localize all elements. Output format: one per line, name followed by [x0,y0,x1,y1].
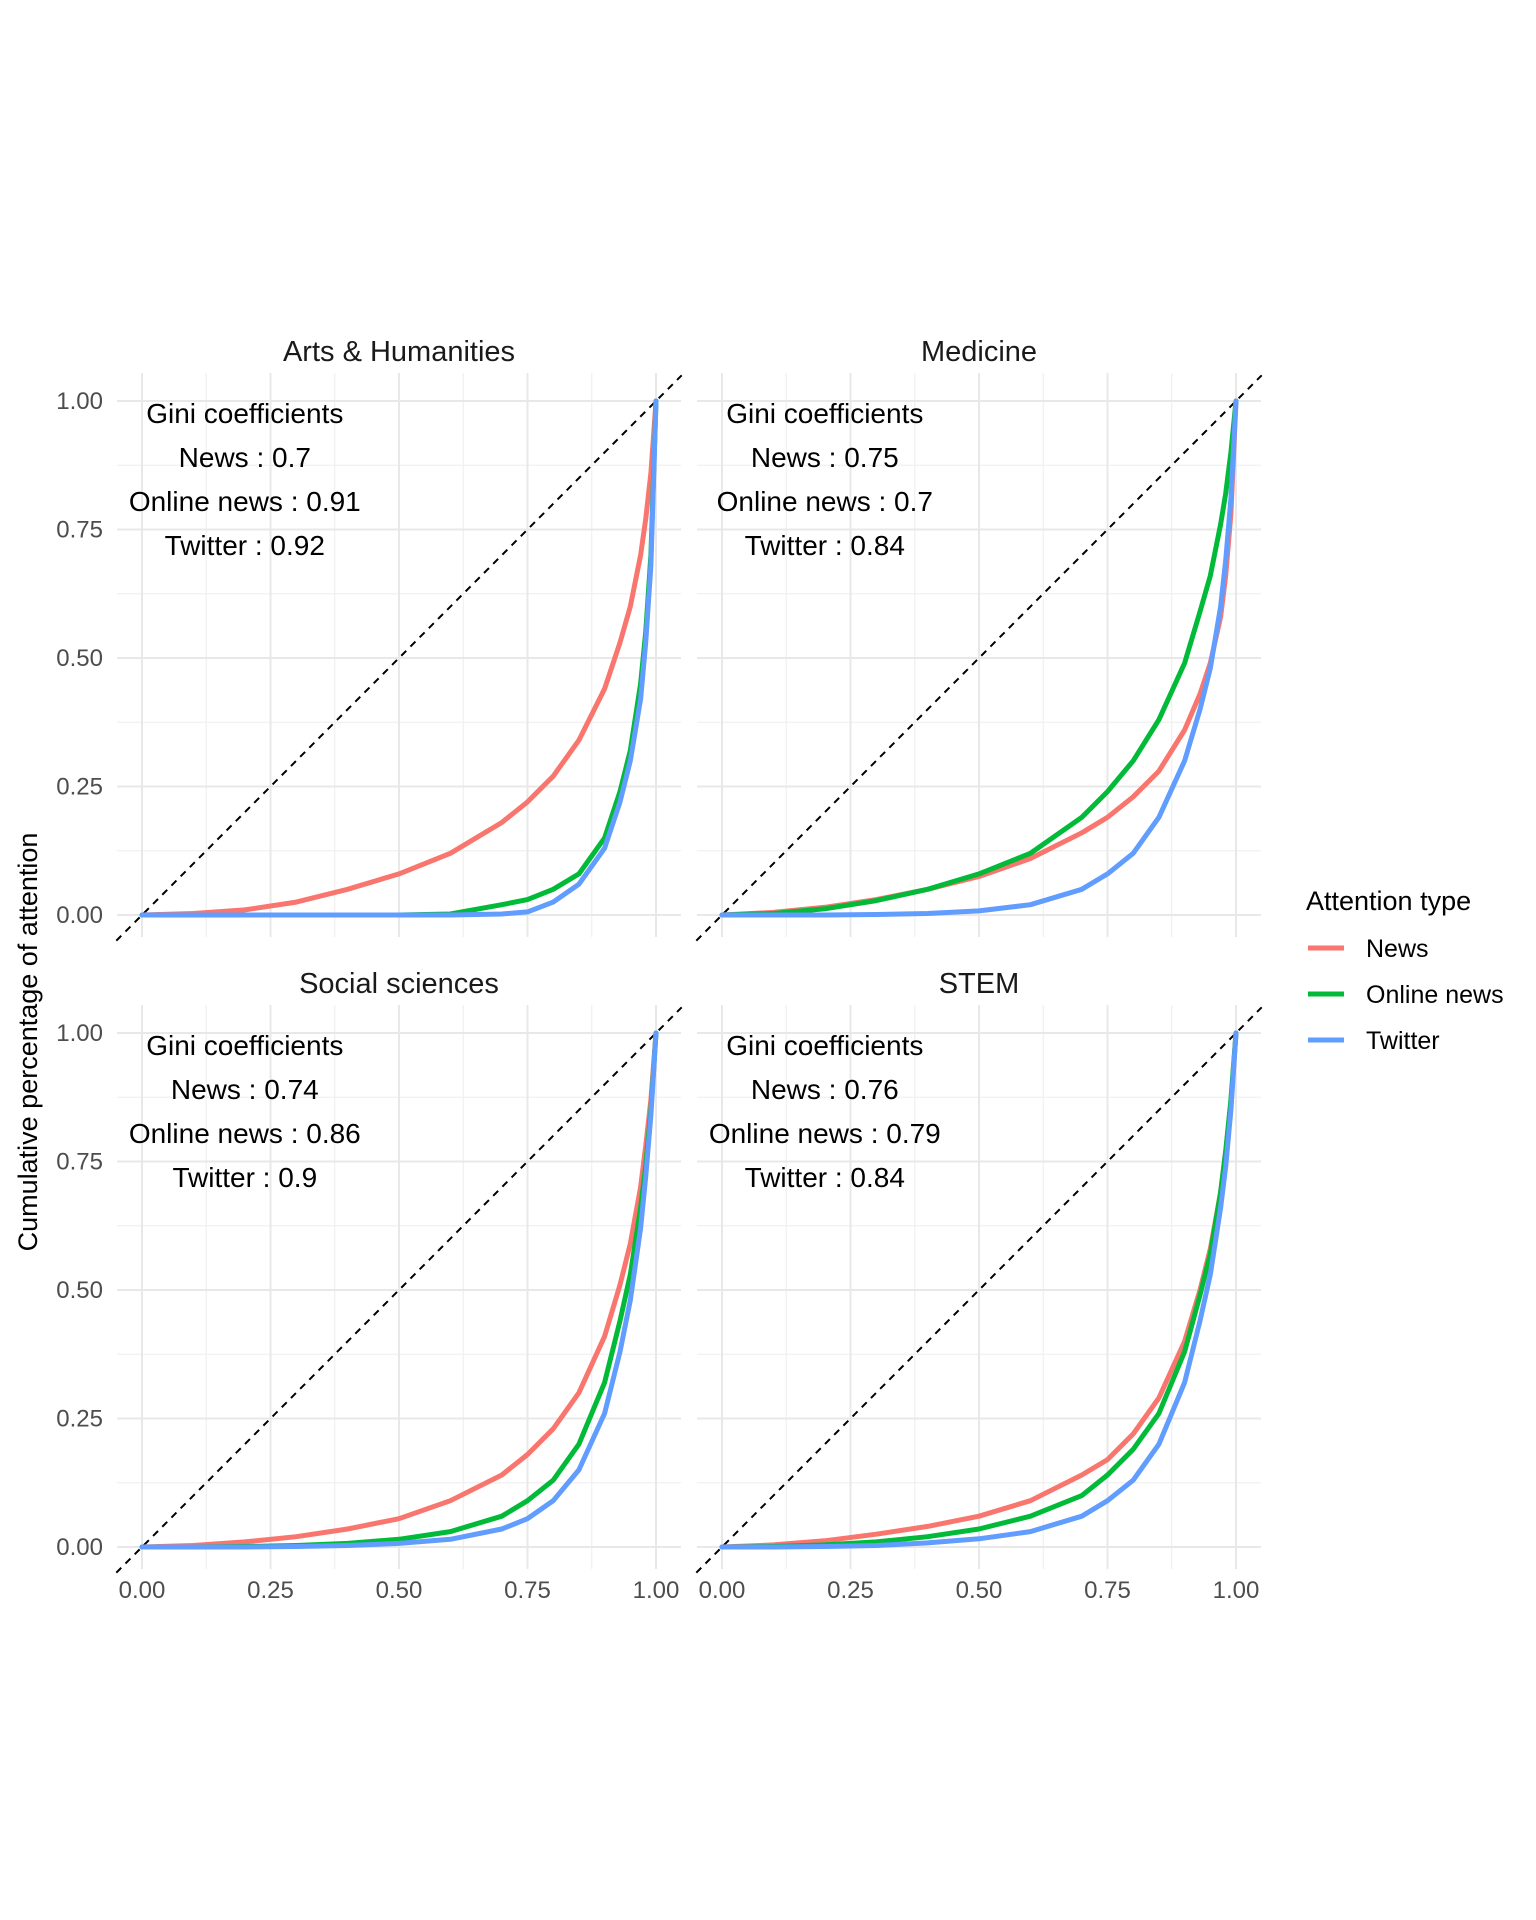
equality-line [115,1006,683,1574]
gini-value: Online news : 0.7 [717,486,933,517]
x-tick-label: 1.00 [1213,1577,1260,1604]
x-tick-label: 1.00 [633,1577,680,1604]
y-tick-label: 0.00 [56,1534,103,1561]
panel-title: Social sciences [299,968,499,1000]
gini-heading: Gini coefficients [726,1030,923,1061]
x-tick-label: 0.25 [827,1577,874,1604]
x-tick-label: 0.25 [247,1577,294,1604]
gini-value: Online news : 0.86 [129,1118,361,1149]
equality-line [695,1006,1263,1574]
panel-stem: STEM Gini coefficients News : 0.76 Online n… [695,968,1263,1604]
panel-arts-humanities: Arts & Humanities Gini coefficients News :… [56,336,683,942]
y-tick-label: 0.00 [56,902,103,929]
gini-heading: Gini coefficients [146,1030,343,1061]
equality-line [115,374,683,942]
legend-label: Online news [1366,981,1504,1009]
y-tick-label: 1.00 [56,388,103,415]
x-tick-label: 0.75 [504,1577,551,1604]
series-line-twitter [139,1030,659,1550]
legend: Attention type News Online news Twitter [1306,886,1504,1055]
x-tick-label: 0.50 [376,1577,423,1604]
gini-heading: Gini coefficients [726,398,923,429]
legend-item-news: News [1308,935,1429,963]
legend-item-twitter: Twitter [1308,1027,1440,1055]
gini-value: Twitter : 0.92 [165,530,325,561]
equality-line [695,374,1263,942]
panel-title: STEM [939,968,1020,1000]
gini-value: Online news : 0.79 [709,1118,941,1149]
gini-value: Online news : 0.91 [129,486,361,517]
gini-value: Twitter : 0.84 [745,1162,905,1193]
gini-value: News : 0.75 [751,442,899,473]
x-tick-label: 0.00 [119,1577,166,1604]
series-line-twitter [719,1030,1239,1550]
series-line-twitter [139,398,659,918]
y-axis-title: Cumulative percentage of attention [13,833,43,1252]
gini-value: Twitter : 0.9 [172,1162,317,1193]
series-line-news [139,398,659,918]
x-tick-label: 0.75 [1084,1577,1131,1604]
legend-title: Attention type [1306,886,1471,916]
y-tick-label: 0.50 [56,645,103,672]
gini-value: News : 0.7 [179,442,311,473]
panel-social-sciences: Social sciences Gini coefficients News : 0… [56,968,683,1604]
x-tick-label: 0.50 [956,1577,1003,1604]
series-line-twitter [719,398,1239,918]
series-line-news [139,1030,659,1550]
y-tick-label: 1.00 [56,1020,103,1047]
x-tick-label: 0.00 [699,1577,746,1604]
facet-panels: Arts & Humanities Gini coefficients News :… [56,336,1263,1604]
y-tick-label: 0.75 [56,1149,103,1176]
y-tick-label: 0.25 [56,1406,103,1433]
gini-value: Twitter : 0.84 [745,530,905,561]
gini-value: News : 0.76 [751,1074,899,1105]
panel-title: Medicine [921,336,1037,368]
series-line-online-news [719,398,1239,918]
panel-medicine: Medicine Gini coefficients News : 0.75 Onli… [695,336,1263,942]
legend-item-online-news: Online news [1308,981,1504,1009]
gini-value: News : 0.74 [171,1074,319,1105]
y-tick-label: 0.25 [56,774,103,801]
panel-title: Arts & Humanities [283,336,515,368]
legend-label: News [1366,935,1429,963]
gini-heading: Gini coefficients [146,398,343,429]
legend-label: Twitter [1366,1027,1440,1055]
y-tick-label: 0.50 [56,1277,103,1304]
y-tick-label: 0.75 [56,517,103,544]
